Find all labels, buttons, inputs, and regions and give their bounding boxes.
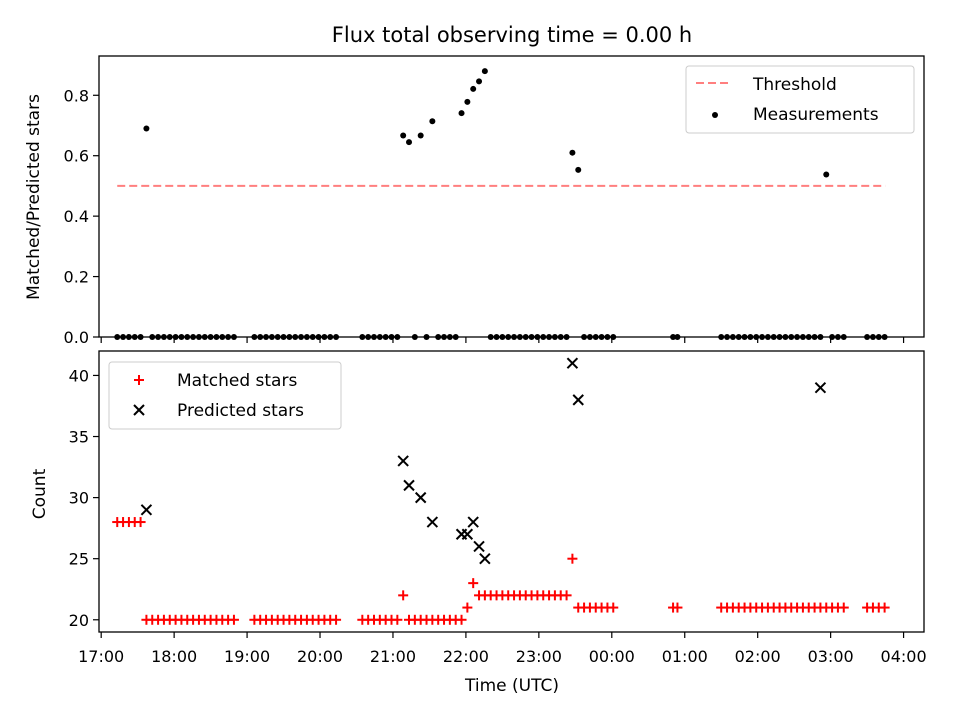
matched-star-point — [468, 578, 479, 589]
bottom-x-tick-label: 00:00 — [589, 647, 635, 666]
bottom-y-tick-label: 20 — [69, 611, 89, 630]
predicted-star-point — [426, 516, 439, 528]
predicted-star-point — [814, 381, 827, 394]
bottom-y-tick-label: 40 — [69, 366, 89, 385]
top-y-tick-label: 0.4 — [64, 207, 89, 226]
legend-predicted-swatch — [133, 404, 145, 416]
measurement-point — [400, 132, 407, 139]
predicted-star-point — [566, 357, 579, 369]
matched-star-point — [561, 590, 572, 601]
measurement-point — [417, 132, 424, 139]
top-y-tick-label: 0.0 — [64, 328, 89, 347]
figure-title: Flux total observing time = 0.00 h — [332, 23, 692, 47]
top-legend-box — [685, 65, 915, 134]
x-axis-label: Time (UTC) — [464, 676, 559, 696]
matched-star-point — [838, 602, 849, 613]
bottom-y-tick-label: 30 — [69, 489, 89, 508]
legend-matched-label: Matched stars — [177, 371, 297, 391]
bottom-x-tick-label: 02:00 — [735, 647, 781, 666]
measurement-point — [575, 166, 582, 173]
bottom-plot-frame — [98, 350, 925, 633]
predicted-star-point — [140, 504, 153, 516]
predicted-star-point — [403, 479, 415, 492]
predicted-star-point — [467, 516, 479, 528]
predicted-star-point — [479, 552, 491, 565]
top-y-tick-label: 0.6 — [64, 147, 89, 166]
bottom-x-tick-label: 01:00 — [662, 647, 708, 666]
matched-star-point — [608, 602, 619, 613]
matched-star-point — [567, 553, 578, 564]
top-y-tick-label: 0.8 — [64, 86, 89, 105]
matched-star-point — [462, 602, 473, 613]
top-plot-frame — [98, 55, 925, 338]
bottom-x-tick-label: 03:00 — [808, 647, 854, 666]
matched-star-point — [672, 602, 683, 613]
legend-predicted-label: Predicted stars — [177, 401, 304, 421]
matched-star-point — [398, 590, 409, 601]
predicted-star-point — [414, 491, 427, 504]
bottom-plot-content: 20 25 30 35 40 17:00 18:00 19:00 20:00 21:00 22:00… — [69, 350, 927, 666]
top-panel: 0.00.20.40.60.8 Matched/Predicted stars … — [24, 55, 925, 347]
top-y-tick-label: 0.2 — [64, 268, 89, 287]
bottom-x-tick-label: 22:00 — [443, 647, 489, 666]
legend-measurement-label: Measurements — [753, 105, 879, 125]
legend-threshold-label: Threshold — [752, 75, 837, 95]
matched-star-point — [228, 614, 239, 625]
bottom-x-tick-label: 23:00 — [516, 647, 562, 666]
measurement-point — [458, 110, 465, 117]
measurement-point — [481, 68, 488, 75]
legend-matched-swatch — [134, 375, 144, 385]
top-y-axis-label: Matched/Predicted stars — [24, 94, 44, 300]
measurement-point — [470, 85, 477, 92]
matched-star-point — [879, 602, 890, 613]
predicted-star-point — [461, 528, 474, 540]
bottom-x-tick-label: 21:00 — [370, 647, 416, 666]
top-legend: Threshold Measurements — [685, 65, 915, 134]
measurement-point — [569, 149, 576, 156]
matched-star-point — [331, 614, 342, 625]
measurement-point — [429, 118, 436, 125]
measurement-point — [823, 171, 830, 178]
bottom-legend-box — [108, 361, 342, 430]
measurement-point — [143, 125, 150, 132]
top-plot-content: 0.0 0.2 0.4 0.6 0.8 — [64, 55, 925, 347]
bottom-x-tick-label: 20:00 — [297, 647, 343, 666]
bottom-x-tick-label: 18:00 — [151, 647, 197, 666]
matched-star-point — [135, 517, 146, 528]
predicted-star-point — [397, 455, 409, 467]
legend-measurement-swatch — [712, 112, 718, 118]
bottom-x-tick-label: 17:00 — [78, 647, 124, 666]
bottom-panel: 20 25 30 35 40 17:00 18:00 19:00 20:00 21:00 22:00… — [30, 350, 927, 696]
bottom-x-tick-label: 19:00 — [224, 647, 270, 666]
predicted-star-point — [473, 540, 485, 553]
bottom-x-tick-label: 04:00 — [881, 647, 927, 666]
bottom-y-tick-label: 25 — [69, 550, 89, 569]
measurement-point — [476, 78, 483, 85]
measurement-point — [406, 139, 413, 146]
bottom-y-axis-label: Count — [30, 468, 50, 519]
predicted-star-point — [572, 394, 584, 406]
matched-star-point — [392, 614, 403, 625]
bottom-legend: Matched stars Predicted stars — [108, 361, 342, 430]
matched-star-point — [456, 614, 467, 625]
measurement-point — [464, 98, 471, 105]
bottom-y-tick-label: 35 — [69, 428, 89, 447]
